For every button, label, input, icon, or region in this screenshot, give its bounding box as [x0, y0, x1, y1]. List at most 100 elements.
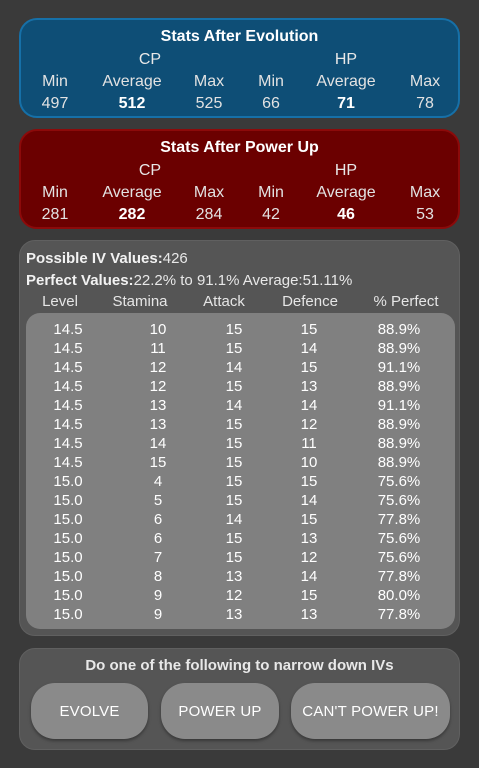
perfect-values-label: Perfect Values: [26, 272, 134, 289]
iv-table-row: 15.0 9 13 13 77.8% [26, 606, 455, 625]
evolution-cp-avg-label: Average [102, 73, 162, 90]
iv-percent-perfect-cell: 88.9% [377, 378, 421, 395]
iv-level-cell: 14.5 [53, 340, 83, 357]
iv-attack-cell: 14 [225, 359, 243, 376]
iv-percent-perfect-cell: 91.1% [377, 397, 421, 414]
iv-percent-perfect-cell: 88.9% [377, 321, 421, 338]
iv-percent-perfect-cell: 88.9% [377, 454, 421, 471]
iv-attack-cell: 12 [225, 587, 243, 604]
iv-percent-perfect-cell: 77.8% [377, 606, 421, 623]
perfect-values-range: 22.2% to 91.1% Average:51.11% [133, 272, 353, 289]
iv-defence-cell: 13 [300, 530, 318, 547]
power-up-cp-min: 281 [41, 206, 69, 223]
iv-stamina-cell: 9 [153, 606, 163, 623]
power-up-cp-avg-label: Average [102, 184, 162, 201]
evolution-title: Stats After Evolution [160, 28, 319, 45]
possible-iv-count: 426 [162, 250, 188, 267]
iv-level-cell: 15.0 [53, 492, 83, 509]
power-up-hp-min-label: Min [258, 184, 284, 201]
column-header-level: Level [42, 293, 78, 310]
iv-level-cell: 15.0 [53, 549, 83, 566]
iv-level-cell: 14.5 [53, 435, 83, 452]
power-up-cp-avg: 282 [118, 206, 146, 223]
column-header-stamina: Stamina [112, 293, 168, 310]
iv-table-row: 15.0 7 15 12 75.6% [26, 549, 455, 568]
iv-stamina-cell: 13 [149, 397, 167, 414]
iv-attack-cell: 15 [225, 492, 243, 509]
power-up-hp-avg-label: Average [316, 184, 376, 201]
iv-attack-cell: 13 [225, 606, 243, 623]
iv-table-row: 15.0 9 12 15 80.0% [26, 587, 455, 606]
iv-percent-perfect-cell: 75.6% [377, 549, 421, 566]
iv-level-cell: 14.5 [53, 454, 83, 471]
iv-stamina-cell: 5 [153, 492, 163, 509]
column-header-defence: Defence [282, 293, 338, 310]
iv-stamina-cell: 8 [153, 568, 163, 585]
iv-defence-cell: 12 [300, 416, 318, 433]
iv-percent-perfect-cell: 88.9% [377, 416, 421, 433]
iv-table-row: 15.0 5 15 14 75.6% [26, 492, 455, 511]
possible-iv-line: Possible IV Values:426 [26, 250, 188, 267]
power-up-cp-max: 284 [195, 206, 223, 223]
evolution-hp-label: HP [334, 51, 358, 68]
iv-defence-cell: 13 [300, 378, 318, 395]
iv-stamina-cell: 7 [153, 549, 163, 566]
iv-defence-cell: 14 [300, 340, 318, 357]
column-header-attack: Attack [203, 293, 245, 310]
iv-percent-perfect-cell: 75.6% [377, 492, 421, 509]
iv-level-cell: 14.5 [53, 359, 83, 376]
iv-defence-cell: 15 [300, 321, 318, 338]
evolution-hp-avg: 71 [337, 95, 355, 112]
iv-attack-cell: 15 [225, 416, 243, 433]
evolution-hp-min: 66 [262, 95, 280, 112]
evolve-button[interactable]: EVOLVE [31, 683, 148, 739]
power-up-cp-min-label: Min [42, 184, 68, 201]
iv-table-row: 14.5 12 14 15 91.1% [26, 359, 455, 378]
iv-percent-perfect-cell: 88.9% [377, 340, 421, 357]
iv-stamina-cell: 10 [149, 321, 167, 338]
iv-defence-cell: 10 [300, 454, 318, 471]
iv-defence-cell: 15 [300, 587, 318, 604]
iv-level-cell: 15.0 [53, 568, 83, 585]
iv-table[interactable]: 14.5 10 15 15 88.9% 14.5 11 15 14 88.9% 14.5 12 14 15… [26, 313, 455, 629]
iv-attack-cell: 15 [225, 321, 243, 338]
iv-defence-cell: 12 [300, 549, 318, 566]
iv-table-row: 14.5 15 15 10 88.9% [26, 454, 455, 473]
iv-defence-cell: 11 [301, 435, 317, 452]
iv-table-row: 15.0 6 14 15 77.8% [26, 511, 455, 530]
iv-table-row: 14.5 13 14 14 91.1% [26, 397, 455, 416]
iv-percent-perfect-cell: 91.1% [377, 359, 421, 376]
evolution-stats-card: Stats After Evolution CP HP Min Average … [19, 18, 460, 118]
column-header-percent-perfect: % Perfect [373, 293, 439, 310]
iv-stamina-cell: 12 [149, 359, 167, 376]
iv-results-panel: Possible IV Values:426 Perfect Values:22… [19, 240, 460, 636]
iv-table-row: 14.5 11 15 14 88.9% [26, 340, 455, 359]
evolution-cp-max-label: Max [193, 73, 225, 90]
iv-percent-perfect-cell: 88.9% [377, 435, 421, 452]
cant-power-up-button[interactable]: CAN'T POWER UP! [291, 683, 450, 739]
iv-attack-cell: 14 [225, 397, 243, 414]
iv-percent-perfect-cell: 77.8% [377, 511, 421, 528]
evolution-cp-avg: 512 [118, 95, 146, 112]
iv-stamina-cell: 9 [153, 587, 163, 604]
evolution-cp-max: 525 [195, 95, 223, 112]
iv-defence-cell: 13 [300, 606, 318, 623]
iv-defence-cell: 14 [300, 568, 318, 585]
iv-attack-cell: 15 [225, 473, 243, 490]
iv-attack-cell: 15 [225, 530, 243, 547]
iv-stamina-cell: 14 [149, 435, 167, 452]
iv-table-row: 15.0 8 13 14 77.8% [26, 568, 455, 587]
evolution-hp-avg-label: Average [316, 73, 376, 90]
power-up-hp-max-label: Max [409, 184, 441, 201]
power-up-button[interactable]: POWER UP [161, 683, 279, 739]
iv-stamina-cell: 6 [153, 530, 163, 547]
iv-level-cell: 14.5 [53, 378, 83, 395]
iv-defence-cell: 14 [300, 492, 318, 509]
iv-stamina-cell: 11 [150, 340, 166, 357]
perfect-values-line: Perfect Values:22.2% to 91.1% Average:51… [26, 272, 352, 289]
iv-table-row: 14.5 10 15 15 88.9% [26, 321, 455, 340]
iv-level-cell: 14.5 [53, 321, 83, 338]
iv-stamina-cell: 4 [153, 473, 163, 490]
iv-defence-cell: 15 [300, 359, 318, 376]
possible-iv-label: Possible IV Values: [26, 250, 163, 267]
